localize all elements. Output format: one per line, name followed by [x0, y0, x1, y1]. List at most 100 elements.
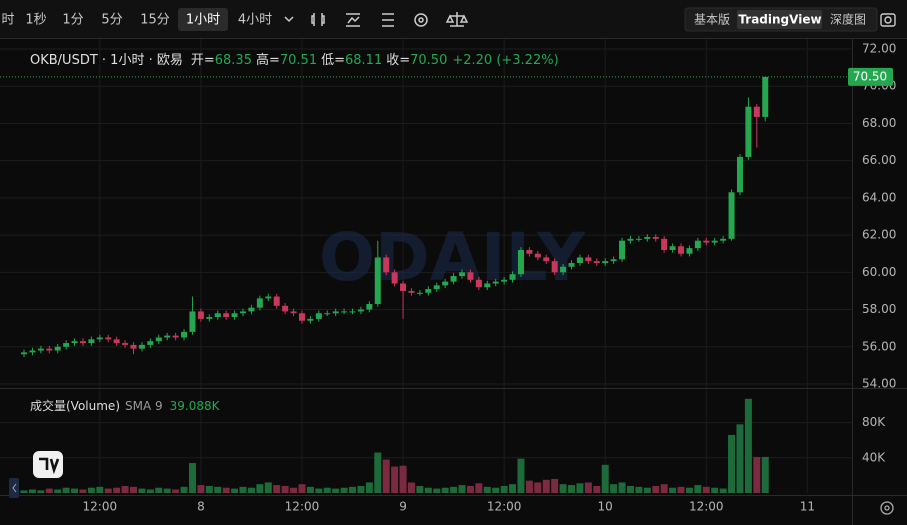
- candle-body: [475, 279, 482, 288]
- candle-body: [349, 311, 356, 313]
- volume-bar: [239, 486, 247, 493]
- volume-bar: [87, 487, 95, 493]
- y-tick-label: 66.00: [862, 153, 896, 167]
- candle-body: [54, 346, 61, 351]
- candle-body: [79, 341, 86, 344]
- interval[interactable]: 4小时: [238, 13, 272, 28]
- volume-bar: [433, 488, 441, 493]
- view-tab[interactable]: TradingView: [738, 13, 821, 27]
- scroll-left[interactable]: [9, 478, 19, 498]
- volume-bar: [382, 459, 390, 493]
- candle-body: [703, 240, 710, 243]
- y-tick-label: 62.00: [862, 228, 896, 242]
- candle-body: [459, 272, 466, 277]
- ohlc-label: 开=: [191, 53, 215, 68]
- volume-bar: [761, 456, 769, 493]
- candle-body: [46, 348, 53, 351]
- volume-bar: [618, 482, 626, 493]
- candle-body: [273, 296, 280, 306]
- indicator-icon[interactable]: [346, 13, 360, 27]
- legend: OKB/USDT · 1小时 · 欧易 开=68.35 高=70.51 低=68.11…: [30, 52, 559, 68]
- interval[interactable]: 5分: [101, 13, 122, 28]
- candle-body: [122, 343, 129, 345]
- volume-bar: [475, 483, 483, 493]
- candle-body: [534, 253, 541, 258]
- volume-bar: [492, 487, 500, 493]
- volume-bar: [483, 486, 491, 493]
- candle-body: [383, 257, 390, 273]
- volume-bar: [130, 486, 138, 493]
- volume-bar: [736, 424, 744, 493]
- interval[interactable]: 1小时: [186, 13, 220, 28]
- candle-body: [223, 313, 230, 317]
- candle-body: [576, 257, 583, 264]
- volume-bar: [113, 487, 121, 493]
- candle-body: [526, 250, 533, 254]
- volume-bar: [180, 486, 188, 493]
- candle-body: [753, 106, 760, 117]
- candle-icon[interactable]: [311, 13, 325, 26]
- volume-bar: [79, 489, 87, 493]
- x-tick-label: 9: [399, 500, 407, 514]
- interval-dropdown[interactable]: [284, 16, 294, 23]
- y-tick-label: 56.00: [862, 339, 896, 353]
- volume-bar: [542, 479, 550, 493]
- x-tick-label: 12:00: [689, 500, 724, 514]
- candle-body: [619, 240, 626, 260]
- ohlc-value: 70.51: [280, 53, 317, 68]
- volume-bar: [54, 489, 62, 493]
- interval[interactable]: 15分: [140, 13, 170, 28]
- candle-body: [543, 257, 550, 262]
- interval[interactable]: 1秒: [25, 13, 46, 28]
- candle-body: [694, 240, 701, 249]
- volume-bar: [121, 485, 129, 493]
- watermark: ODAILY: [319, 219, 586, 296]
- axis-settings-icon[interactable]: [880, 501, 894, 515]
- view-tab[interactable]: 深度图: [830, 12, 866, 27]
- volume-bar: [172, 489, 180, 493]
- volume-bar: [281, 485, 289, 493]
- x-tick-label: 8: [197, 500, 205, 514]
- toolbar-icons: [311, 12, 469, 27]
- candle-body: [21, 352, 28, 355]
- candle-body: [433, 285, 440, 290]
- candle-body: [138, 344, 145, 349]
- candle-body: [189, 311, 196, 332]
- candle-body: [147, 341, 154, 345]
- candle-body: [29, 350, 36, 353]
- x-tick-label: 12:00: [487, 500, 522, 514]
- candle-body: [484, 283, 491, 288]
- volume-bar: [146, 489, 154, 493]
- volume-bar: [635, 486, 643, 493]
- candle-body: [214, 313, 221, 317]
- compare-icon[interactable]: [445, 12, 469, 27]
- volume-title: 成交量(Volume): [30, 398, 120, 413]
- volume-bar: [601, 464, 609, 493]
- candle-body: [610, 259, 617, 262]
- volume-bar: [62, 487, 70, 493]
- view-tab[interactable]: 基本版: [694, 13, 730, 27]
- candle-body: [762, 76, 769, 117]
- settings-list-icon[interactable]: [380, 13, 394, 27]
- candle-body: [307, 318, 314, 321]
- interval[interactable]: 1分: [62, 13, 83, 28]
- volume-bar: [71, 488, 79, 493]
- volume-legend: 成交量(Volume) SMA 9 39.088K: [30, 398, 221, 413]
- volume-bar: [669, 487, 677, 493]
- screenshot-icon[interactable]: [880, 13, 896, 27]
- candle-body: [416, 292, 423, 294]
- volume-bar: [525, 480, 533, 493]
- candle-body: [256, 298, 263, 308]
- volume-bar: [231, 488, 239, 493]
- candle-body: [290, 311, 297, 314]
- volume-bar: [45, 488, 53, 493]
- candle-body: [88, 339, 95, 344]
- volume-bar: [450, 486, 458, 493]
- candle-body: [298, 313, 305, 321]
- volume-bar: [593, 485, 601, 493]
- candle-body: [517, 250, 524, 275]
- interval[interactable]: 时: [1, 13, 14, 28]
- gear-icon[interactable]: [414, 13, 428, 27]
- volume-bar: [104, 488, 112, 493]
- volume-bar: [247, 487, 255, 493]
